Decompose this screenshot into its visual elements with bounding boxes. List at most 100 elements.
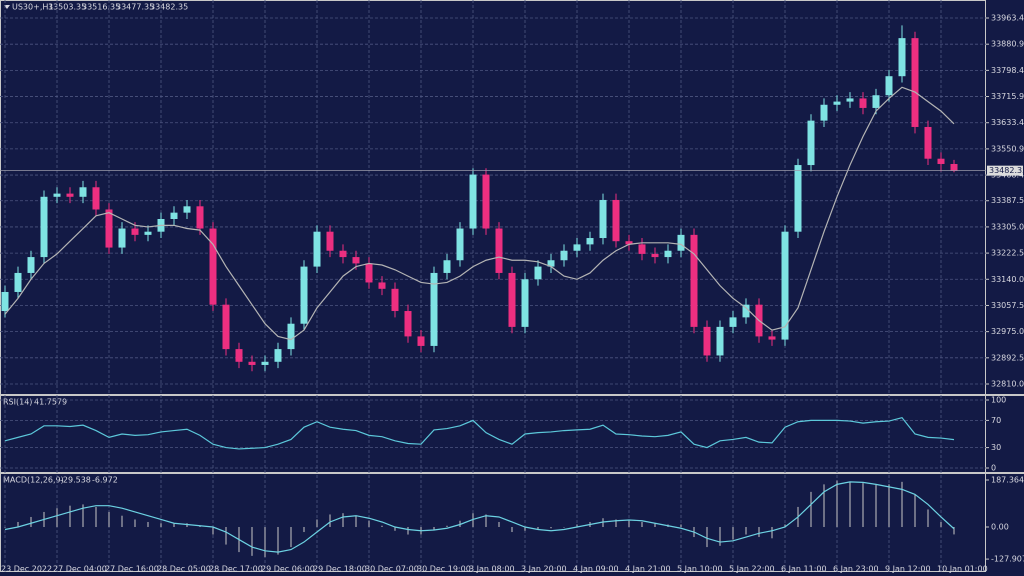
histogram-bar [69,505,71,528]
x-tick-label: 6 Jan 11:00 [781,565,827,574]
candle-body [677,234,685,251]
histogram-bar [849,481,851,528]
histogram-bar [641,521,643,528]
histogram-bar [719,527,721,546]
candle-body [859,98,867,108]
histogram-bar [160,523,162,528]
histogram-bar [186,523,188,528]
histogram-bar [901,481,903,528]
candle-body [638,244,646,254]
x-tick-label: 23 Dec 2022 [1,565,52,574]
candle-body [937,158,945,164]
candle-body [170,212,178,219]
symbol: US30+,H1 [12,3,53,12]
candle-body [820,104,828,121]
candle-body [209,228,217,305]
histogram-bar [355,515,357,528]
histogram-bar [914,494,916,528]
histogram-bar [498,521,500,528]
y-tick-label: 33715.90 [991,92,1024,101]
y-tick-label: 33305.00 [991,222,1024,231]
y-tick-label: 187.364 [991,476,1024,485]
x-tick-label: 5 Jan 22:00 [729,565,775,574]
candle-body [586,238,594,245]
candle-body [404,311,412,337]
candle-body [625,241,633,245]
histogram-bar [771,527,773,539]
histogram-bar [212,527,214,535]
candle-body [560,250,568,261]
candle-body [313,231,321,267]
histogram-bar [888,484,890,528]
candle-body [781,231,789,340]
candle-body [534,266,542,280]
y-tick-label: 32975.00 [991,327,1024,336]
candle-body [495,228,503,273]
candle-body [833,101,841,105]
histogram-bar [316,519,318,528]
candle-body [872,95,880,108]
candle-body [443,260,451,273]
candle-body [508,272,516,327]
candle-body [352,257,360,264]
histogram-bar [368,520,370,528]
menu-arrow[interactable] [4,5,10,9]
candle-body [79,187,87,197]
histogram-bar [836,480,838,528]
x-tick-label: 29 Dec 06:00 [261,565,315,574]
x-tick-label: 30 Dec 07:00 [365,565,419,574]
y-tick-label: 0 [991,463,996,472]
candle-body [599,199,607,239]
x-tick-label: 10 Jan 01:00 [937,565,988,574]
signal-line [4,481,955,553]
y-tick-label: 33880.90 [991,40,1024,49]
candle-body [1,291,9,312]
histogram-bar [4,527,6,528]
x-tick-label: 29 Dec 18:00 [313,565,367,574]
y-tick-label: 32892.55 [991,353,1024,362]
x-tick-label: 30 Dec 19:00 [417,565,471,574]
histogram-bar [121,515,123,528]
histogram-bar [17,521,19,528]
histogram-bar [277,527,279,555]
histogram-bar [290,527,292,548]
candle-body [456,228,464,261]
histogram-bar [550,527,552,529]
y-tick-label: 100 [991,395,1006,404]
candle-body [924,126,932,159]
candle-body [27,257,35,273]
histogram-bar [147,521,149,528]
candle-body [469,174,477,229]
candle-body [573,244,581,251]
candle-body [664,250,672,258]
histogram-bar [563,527,565,528]
histogram-bar [628,520,630,528]
histogram-bar [134,519,136,528]
price-tag-label: 33482.35 [989,166,1024,175]
candle-body [651,253,659,258]
candle-body [287,323,295,350]
histogram-bar [329,514,331,528]
y-tick-label: 30 [991,443,1001,452]
candle-body [196,206,204,229]
candle-body [144,231,152,235]
candle-body [235,349,243,362]
header-low: 33477.35 [116,3,154,12]
histogram-bar [342,513,344,528]
macd-title: MACD(12,26,9) [3,476,64,485]
y-tick-label: 33550.90 [991,144,1024,153]
candle-body [40,196,48,258]
candle-body [521,279,529,327]
candle-body [274,349,282,362]
histogram-bar [745,527,747,535]
candle-body [768,336,776,340]
y-tick-label: 33222.55 [991,249,1024,258]
histogram-bar [108,511,110,528]
candle-body [729,317,737,327]
candle-body [53,193,61,197]
candle-body [66,193,74,197]
candle-body [300,266,308,324]
candle-body [14,272,22,292]
x-tick-label: 3 Jan 08:00 [469,565,515,574]
